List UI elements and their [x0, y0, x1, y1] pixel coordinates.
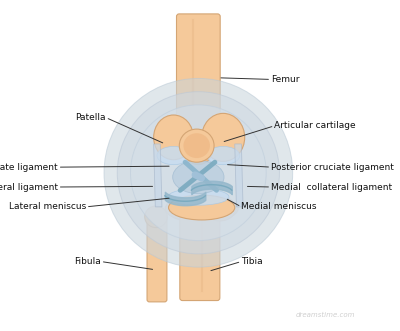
Polygon shape — [154, 144, 162, 207]
Text: Lateral meniscus: Lateral meniscus — [8, 202, 86, 212]
Ellipse shape — [207, 146, 240, 165]
Ellipse shape — [130, 105, 266, 241]
Text: Medial meniscus: Medial meniscus — [241, 202, 317, 212]
Ellipse shape — [184, 137, 212, 165]
FancyBboxPatch shape — [178, 108, 219, 137]
Ellipse shape — [154, 115, 193, 160]
Ellipse shape — [204, 196, 236, 221]
Ellipse shape — [117, 92, 280, 254]
Ellipse shape — [145, 206, 167, 228]
Ellipse shape — [165, 195, 238, 222]
Ellipse shape — [173, 161, 224, 194]
Ellipse shape — [168, 189, 229, 205]
Text: Femur: Femur — [271, 75, 300, 84]
Ellipse shape — [202, 113, 245, 161]
Ellipse shape — [104, 78, 293, 267]
Text: Articular cartilage: Articular cartilage — [274, 121, 356, 130]
Ellipse shape — [179, 129, 214, 162]
Text: dreamstime.com: dreamstime.com — [296, 312, 356, 318]
FancyBboxPatch shape — [180, 203, 220, 301]
Ellipse shape — [168, 195, 235, 220]
Text: Tibia: Tibia — [241, 257, 263, 266]
Ellipse shape — [154, 115, 193, 160]
FancyBboxPatch shape — [176, 14, 220, 118]
Ellipse shape — [184, 133, 210, 158]
Polygon shape — [235, 144, 243, 207]
Text: Anterior cruciate ligament: Anterior cruciate ligament — [0, 163, 58, 172]
Text: Posterior cruciate ligament: Posterior cruciate ligament — [271, 163, 394, 172]
Ellipse shape — [202, 113, 245, 161]
Text: Fibula: Fibula — [74, 257, 101, 266]
Text: Patella: Patella — [75, 113, 106, 122]
Ellipse shape — [157, 146, 190, 165]
Text: Medial  collateral ligament: Medial collateral ligament — [271, 182, 392, 192]
Text: Lateral collateral ligament: Lateral collateral ligament — [0, 182, 58, 192]
FancyBboxPatch shape — [147, 216, 167, 302]
